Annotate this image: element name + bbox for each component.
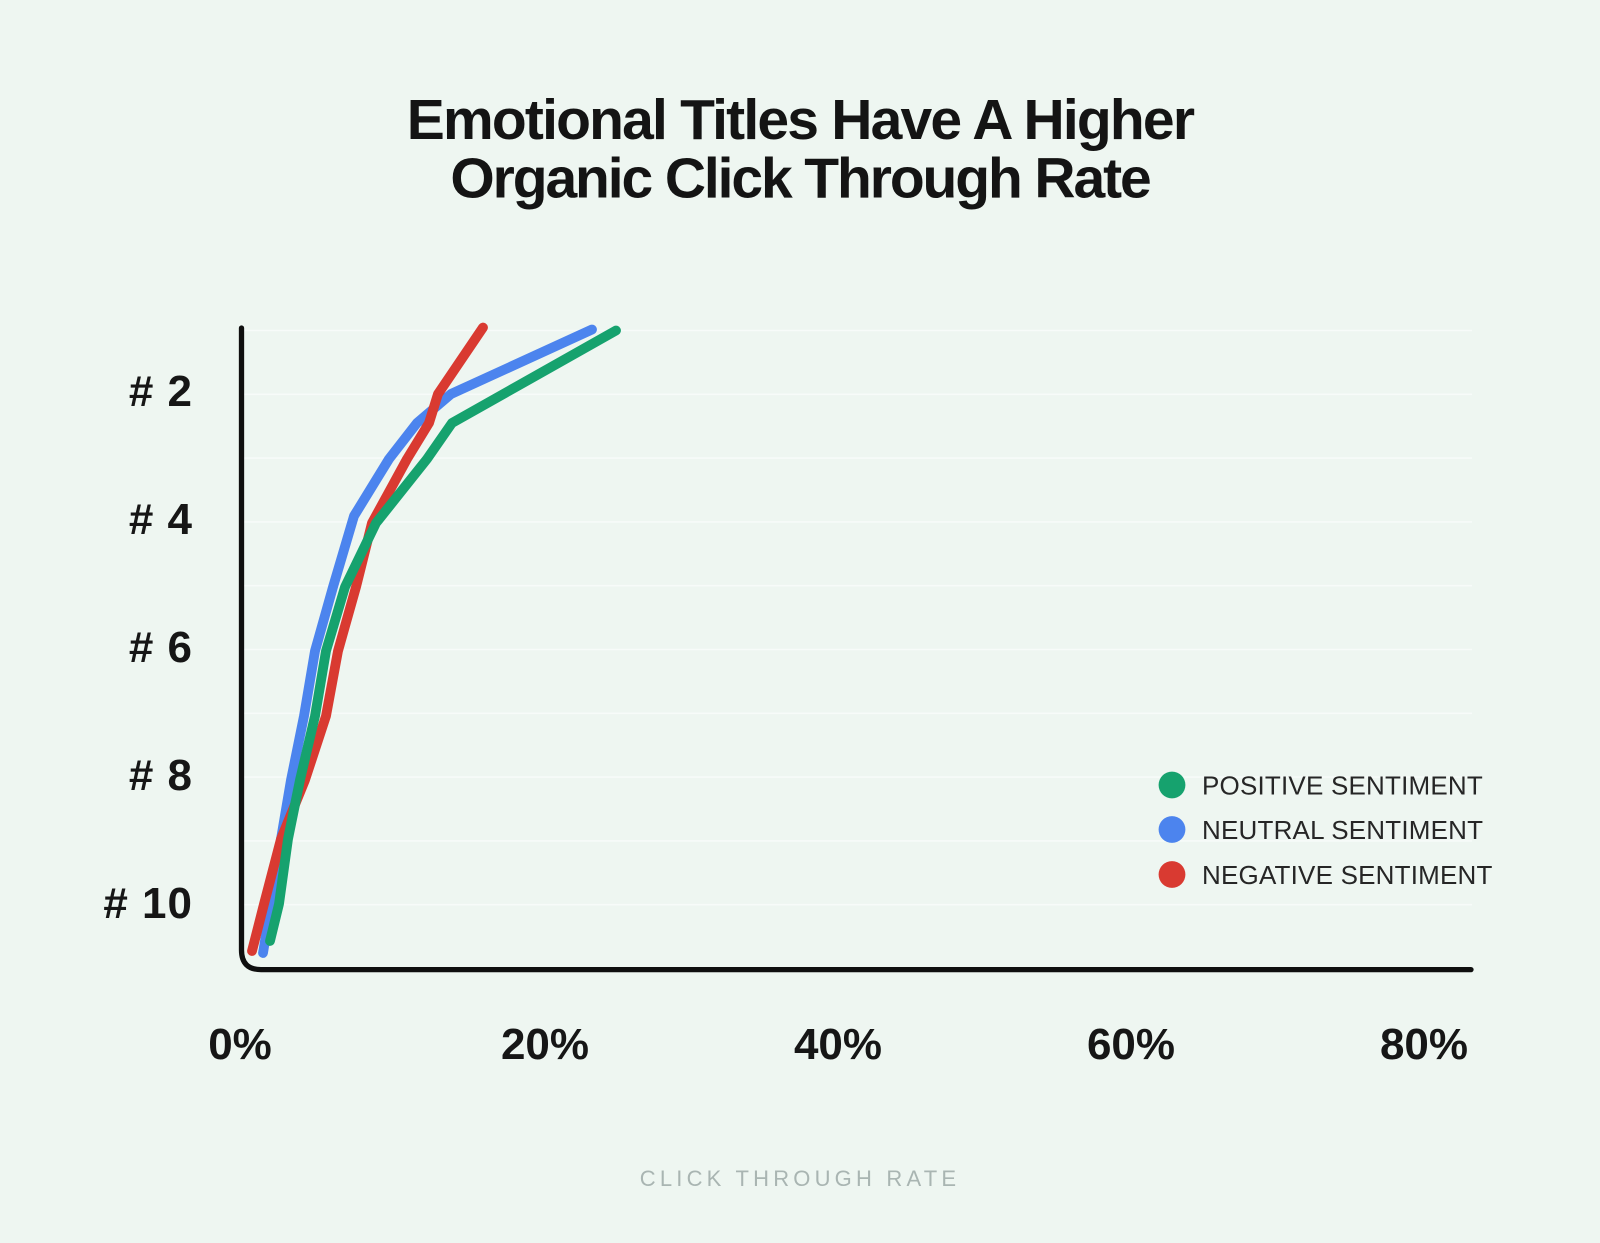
svg-text:60%: 60% [1087, 1020, 1175, 1069]
svg-text:NEGATIVE SENTIMENT: NEGATIVE SENTIMENT [1202, 860, 1493, 890]
svg-text:CLICK THROUGH RATE: CLICK THROUGH RATE [640, 1166, 960, 1191]
svg-text:40%: 40% [794, 1020, 882, 1069]
svg-text:NEUTRAL SENTIMENT: NEUTRAL SENTIMENT [1202, 815, 1483, 845]
svg-text:20%: 20% [501, 1020, 589, 1069]
svg-text:Organic Click Through Rate: Organic Click Through Rate [450, 147, 1150, 211]
svg-text:0%: 0% [208, 1020, 272, 1069]
svg-text:# 2: # 2 [129, 367, 193, 416]
svg-text:# 6: # 6 [129, 623, 193, 672]
svg-text:# 10: # 10 [103, 879, 193, 928]
svg-text:Emotional Titles Have A Higher: Emotional Titles Have A Higher [407, 88, 1195, 152]
svg-text:# 4: # 4 [129, 495, 193, 544]
svg-text:# 8: # 8 [129, 751, 193, 800]
svg-text:POSITIVE SENTIMENT: POSITIVE SENTIMENT [1202, 771, 1483, 801]
svg-text:80%: 80% [1380, 1020, 1468, 1069]
